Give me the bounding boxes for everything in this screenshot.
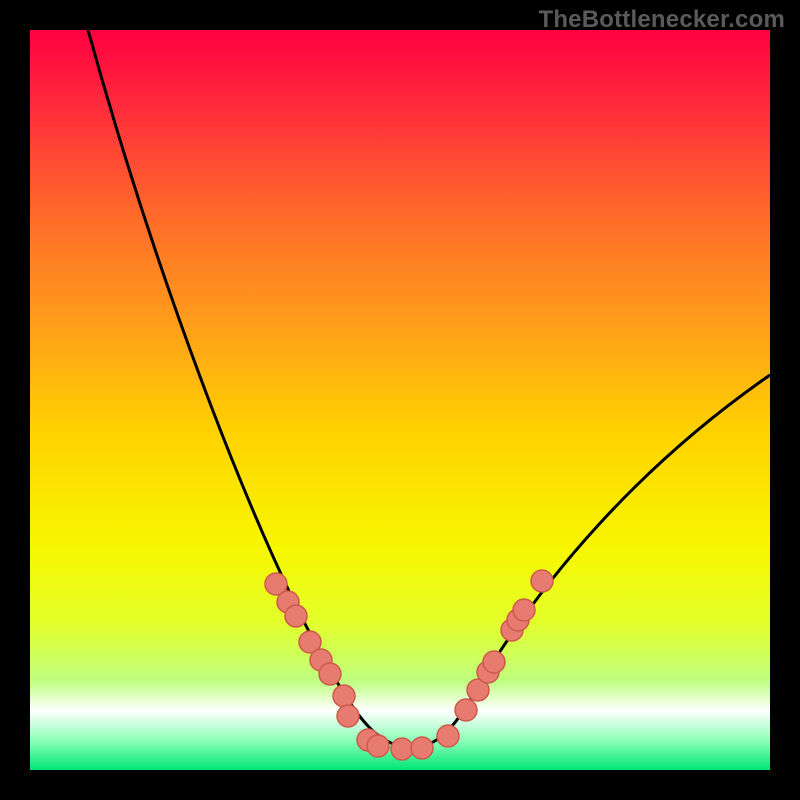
data-marker [531,570,553,592]
data-marker [337,705,359,727]
data-marker [391,738,413,760]
data-marker [319,663,341,685]
data-marker [333,685,355,707]
gradient-background [30,30,770,770]
data-marker [513,599,535,621]
chart-frame: TheBottlenecker.com [0,0,800,800]
data-marker [285,605,307,627]
data-marker [483,651,505,673]
data-marker [455,699,477,721]
data-marker [411,737,433,759]
plot-area [30,30,770,770]
data-marker [367,735,389,757]
data-marker [437,725,459,747]
plot-svg [30,30,770,770]
